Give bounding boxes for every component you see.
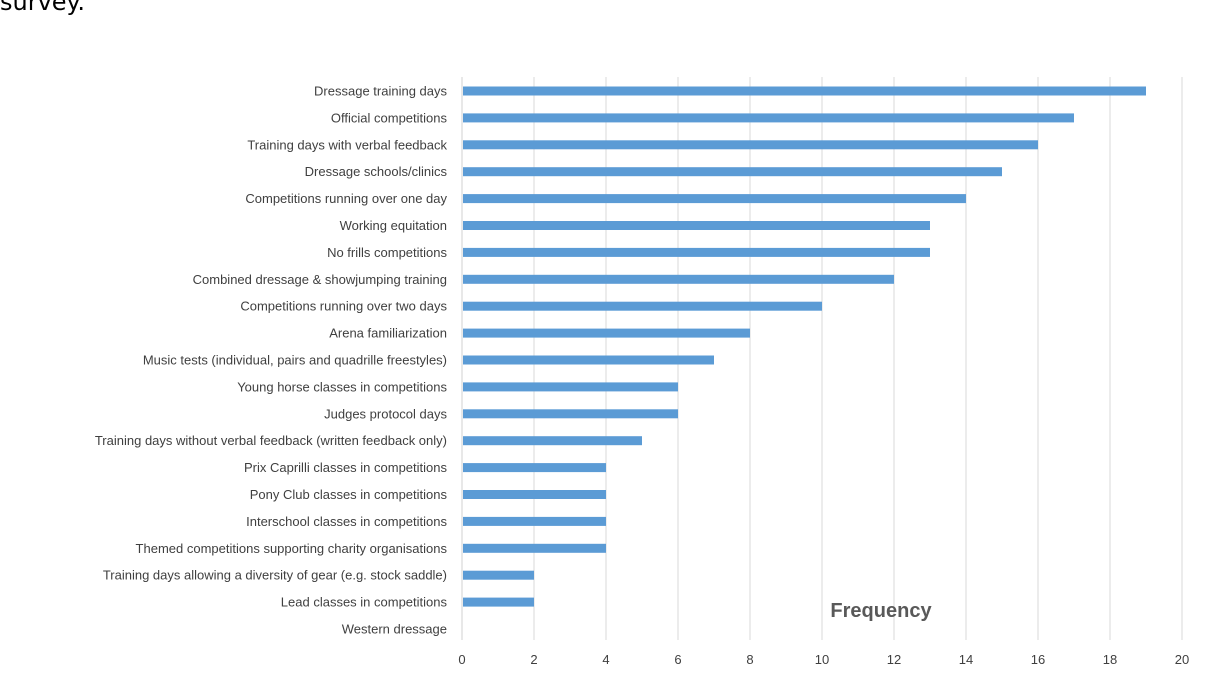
category-label: Training days allowing a diversity of ge… (103, 568, 447, 583)
bar (463, 247, 930, 257)
category-label: Music tests (individual, pairs and quadr… (143, 353, 447, 368)
category-label: Western dressage (342, 622, 447, 637)
category-label: Working equitation (340, 218, 447, 233)
x-axis-title: Frequency (830, 600, 932, 622)
x-tick-label: 6 (674, 652, 681, 667)
x-tick-label: 8 (746, 652, 753, 667)
x-tick-label: 18 (1103, 652, 1117, 667)
bar (463, 86, 1146, 96)
category-label: Young horse classes in competitions (237, 379, 447, 394)
x-tick-label: 14 (959, 652, 973, 667)
x-tick-label: 20 (1175, 652, 1189, 667)
category-label: Training days with verbal feedback (247, 137, 447, 152)
bar (463, 436, 642, 446)
bar (463, 113, 1074, 123)
category-label: Themed competitions supporting charity o… (136, 541, 448, 556)
category-label: Competitions running over two days (240, 299, 447, 314)
bar (463, 382, 678, 392)
category-label: Competitions running over one day (245, 191, 447, 206)
bar (463, 328, 750, 338)
bar (463, 194, 966, 204)
category-label: Lead classes in competitions (281, 595, 448, 610)
category-label: Arena familiarization (329, 326, 447, 341)
category-label: Dressage training days (314, 84, 447, 99)
top-text-fragment: survey. (0, 0, 85, 16)
bar (463, 516, 606, 526)
bar (463, 355, 714, 365)
category-label-layer: Dressage training days Official competiti… (95, 84, 448, 637)
category-label: Pony Club classes in competitions (250, 487, 448, 502)
bar (463, 597, 534, 607)
category-label: Interschool classes in competitions (246, 514, 447, 529)
bar (463, 274, 894, 284)
x-tick-label: 12 (887, 652, 901, 667)
category-label: Judges protocol days (324, 406, 447, 421)
tick-label-layer: 0 2 4 6 8 10 12 14 16 18 20 (458, 652, 1189, 667)
category-label: No frills competitions (327, 245, 447, 260)
category-label: Prix Caprilli classes in competitions (244, 460, 448, 475)
bar (463, 301, 822, 311)
category-label: Dressage schools/clinics (305, 164, 448, 179)
bar-layer (463, 86, 1146, 607)
bar (463, 543, 606, 553)
x-tick-label: 4 (602, 652, 609, 667)
bar (463, 167, 1002, 177)
category-label: Training days without verbal feedback (w… (95, 433, 447, 448)
bar (463, 463, 606, 473)
category-label: Combined dressage & showjumping training (193, 272, 447, 287)
category-label: Official competitions (331, 110, 448, 125)
bar (463, 221, 930, 230)
bar (463, 570, 534, 580)
x-tick-label: 2 (530, 652, 537, 667)
x-tick-label: 16 (1031, 652, 1045, 667)
bar (463, 490, 606, 499)
bar (463, 140, 1038, 150)
x-tick-label: 0 (458, 652, 465, 667)
x-tick-label: 10 (815, 652, 829, 667)
bar (463, 409, 678, 419)
